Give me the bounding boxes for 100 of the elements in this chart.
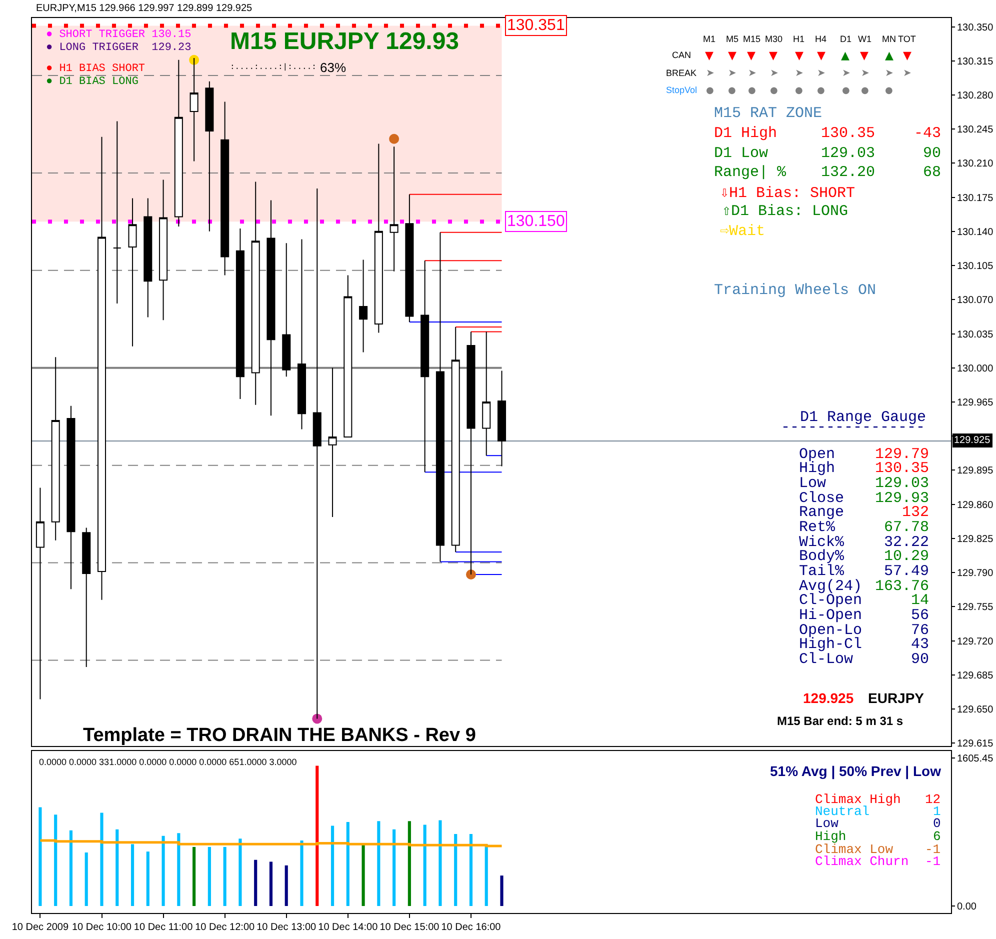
annotation: W1 <box>858 34 872 44</box>
bar <box>408 821 411 906</box>
y-tick-label: 129.755 <box>957 602 994 614</box>
annotation: ⇨Wait <box>720 223 766 240</box>
bar <box>100 812 104 906</box>
bar <box>269 862 273 906</box>
annotation: High <box>815 829 846 844</box>
annotation: 130.35 <box>821 125 876 142</box>
annotation: 163.76 <box>875 578 930 595</box>
annotation: 129.03 <box>821 145 876 162</box>
annotation: 0.0000 0.0000 331.0000 0.0000 0.0000 0.0000 651.0000 3.0000 <box>39 757 297 767</box>
annotation: Open <box>799 446 836 463</box>
candlestick <box>359 259 368 353</box>
annotation: 12 <box>925 792 941 807</box>
annotation: ● <box>817 86 825 96</box>
annotation: 6 <box>933 829 941 844</box>
candlestick <box>36 487 44 700</box>
bar <box>484 844 488 906</box>
annotation: ● LONG TRIGGER 129.23 <box>46 42 192 54</box>
annotation: ▼ <box>817 49 826 62</box>
candlestick <box>159 179 168 321</box>
annotation: Climax Low <box>815 842 894 857</box>
candlestick <box>51 356 60 541</box>
y-tick-label: 129.720 <box>957 636 994 648</box>
annotation: StopVol <box>666 85 698 95</box>
y-tick-label: 130.315 <box>957 56 994 68</box>
annotation: -1 <box>925 854 941 869</box>
annotation: 90 <box>923 145 942 162</box>
bar <box>377 821 380 906</box>
annotation: TOT <box>898 34 916 44</box>
annotation: H1 <box>793 34 805 44</box>
annotation: CAN <box>672 50 692 60</box>
annotation: 56 <box>911 607 930 624</box>
annotation: M15 <box>743 34 761 44</box>
annotation: ● <box>842 86 850 96</box>
annotation: Hi-Open <box>799 607 862 624</box>
y-tick-label: 129.650 <box>957 704 994 716</box>
annotation: 32.22 <box>884 534 930 551</box>
annotation: 63% <box>320 60 346 75</box>
bar <box>238 838 242 906</box>
annotation: 129.925 <box>803 690 854 706</box>
annotation: ● <box>861 86 869 96</box>
candlestick <box>451 326 460 553</box>
annotation: 132.20 <box>821 164 876 181</box>
annotation: :....:....:|:....: <box>230 63 316 72</box>
candlestick <box>282 242 291 378</box>
candlestick <box>97 136 106 600</box>
annotation: ▼ <box>728 49 737 62</box>
ref-line-label: 130.150 <box>507 213 565 230</box>
candlestick <box>236 228 244 400</box>
annotation: ➤ <box>903 68 912 79</box>
annotation: 1 <box>933 804 941 819</box>
bar <box>316 766 319 906</box>
annotation: ● <box>748 86 756 96</box>
annotation: M15 Bar end: 5 m 31 s <box>777 714 904 728</box>
bar <box>192 846 196 906</box>
annotation: ▼ <box>903 49 912 62</box>
bar <box>500 876 504 906</box>
annotation: H4 <box>815 34 827 44</box>
annotation: ➤ <box>861 68 870 79</box>
annotation: 129.79 <box>875 446 930 463</box>
bar <box>223 846 226 906</box>
bar <box>362 845 365 906</box>
annotation: ▲ <box>841 49 850 62</box>
annotation: ➤ <box>728 68 736 79</box>
annotation: Close <box>799 490 844 507</box>
annotation: ➤ <box>770 68 778 79</box>
annotation: Avg(24) <box>799 578 862 595</box>
annotation: Cl-Low <box>799 651 854 668</box>
annotation: High <box>799 460 836 477</box>
annotation: 14 <box>911 592 930 609</box>
annotation: Low <box>799 475 826 492</box>
point <box>389 134 400 144</box>
annotation: 68 <box>923 164 942 181</box>
y-tick-label: 130.000 <box>957 363 994 374</box>
annotation: 43 <box>911 636 930 653</box>
candlestick <box>112 120 122 304</box>
bar <box>146 852 150 906</box>
candlestick <box>436 232 444 562</box>
candlestick <box>82 527 91 668</box>
annotation: EURJPY <box>868 690 925 706</box>
candlestick <box>390 146 398 272</box>
chart-title: M15 EURJPY 129.93 <box>230 28 460 55</box>
annotation: ● D1 BIAS LONG <box>46 76 138 88</box>
annotation: Climax Churn <box>815 854 909 869</box>
point <box>189 54 200 65</box>
candlestick <box>251 181 260 406</box>
candlestick <box>66 405 76 590</box>
bar <box>208 846 211 906</box>
annotation: 76 <box>911 622 930 639</box>
annotation: ⇧D1 Bias: LONG <box>722 203 848 220</box>
annotation: Tail% <box>799 563 846 580</box>
bar <box>469 834 473 906</box>
y-tick-label: 130.245 <box>957 124 994 136</box>
candlestick <box>297 238 306 430</box>
annotation: ▼ <box>705 49 714 62</box>
annotation: Cl-Open <box>799 592 862 609</box>
annotation: ➤ <box>817 68 826 79</box>
bar <box>54 814 58 906</box>
bar <box>438 820 442 906</box>
